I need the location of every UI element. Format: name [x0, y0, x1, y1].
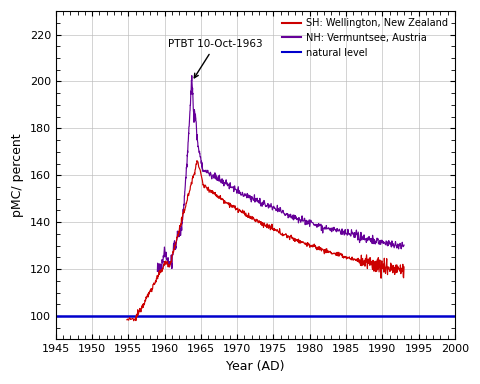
Text: PTBT 10-Oct-1963: PTBT 10-Oct-1963	[168, 39, 263, 78]
X-axis label: Year (AD): Year (AD)	[226, 360, 285, 373]
Y-axis label: pMC/ percent: pMC/ percent	[11, 134, 24, 217]
Legend: SH: Wellington, New Zealand, NH: Vermuntsee, Austria, natural level: SH: Wellington, New Zealand, NH: Vermunt…	[278, 14, 452, 61]
